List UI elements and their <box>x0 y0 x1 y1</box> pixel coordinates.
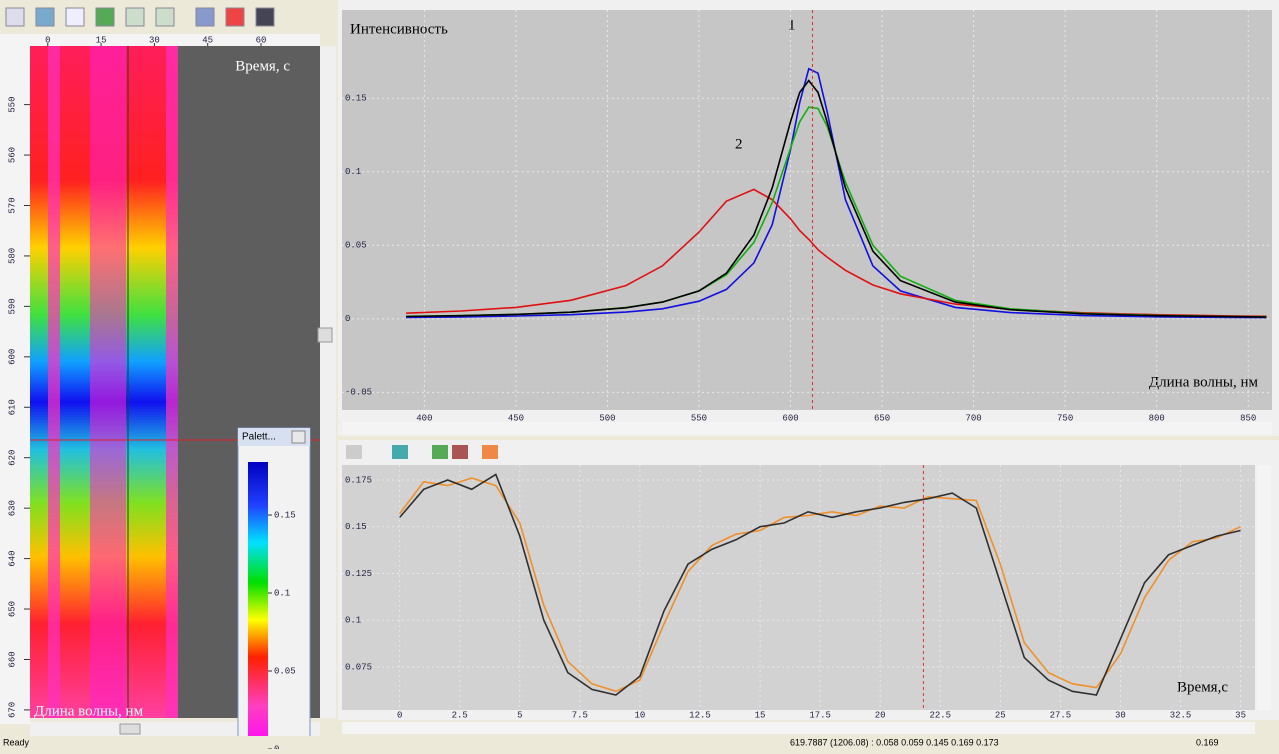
x-tick-label: 500 <box>599 413 615 423</box>
heatmap-x-tick-label: 0 <box>45 35 50 45</box>
scrollbar[interactable] <box>320 46 336 718</box>
y-tick-label: 0.075 <box>345 662 372 672</box>
x-tick-label: 25 <box>995 710 1006 720</box>
scrollbar[interactable] <box>342 422 1272 434</box>
y-tick-label: 0.15 <box>345 94 367 104</box>
y-tick-label: -0.05 <box>345 388 372 398</box>
scrollbar[interactable] <box>342 722 1255 734</box>
scroll-thumb[interactable] <box>317 327 333 343</box>
annotation: 1 <box>788 17 796 33</box>
heatmap-x-label: Время, с <box>235 58 290 74</box>
toolbar-buttons[interactable] <box>5 7 275 27</box>
heatmap-y-tick-label: 630 <box>7 500 17 516</box>
status-state: Ready <box>3 737 30 747</box>
x-tick-label: 850 <box>1240 413 1256 423</box>
heatmap-band <box>48 46 60 718</box>
heatmap-x-tick-label: 45 <box>202 35 213 45</box>
y-tick-label: 0.15 <box>345 522 367 532</box>
plot-area <box>342 465 1255 710</box>
heatmap-band <box>90 46 126 718</box>
y-tick-label: 0.05 <box>345 241 367 251</box>
x-tick-label: 35 <box>1235 710 1246 720</box>
x-axis-label: Время,с <box>1177 679 1228 695</box>
y-axis-label: Интенсивность <box>350 21 448 37</box>
kinetics-toolbar[interactable] <box>346 445 498 459</box>
x-tick-label: 30 <box>1115 710 1126 720</box>
x-tick-label: 32.5 <box>1170 710 1192 720</box>
heatmap-y-tick-label: 610 <box>7 399 17 415</box>
heatmap-y-tick-label: 600 <box>7 349 17 365</box>
x-tick-label: 650 <box>874 413 890 423</box>
heatmap-y-tick-label: 550 <box>7 97 17 113</box>
series-line <box>406 79 1267 318</box>
x-tick-label: 27.5 <box>1050 710 1072 720</box>
heatmap-y-tick-label: 580 <box>7 248 17 264</box>
x-ruler <box>30 34 320 46</box>
palette-title: Palett... <box>242 432 276 443</box>
y-tick-label: 0 <box>345 314 350 324</box>
x-tick-label: 700 <box>965 413 981 423</box>
x-tick-label: 5 <box>517 710 522 720</box>
y-tick-label: 0.125 <box>345 569 372 579</box>
palette-tick-label: 0... <box>274 744 296 749</box>
x-tick-label: 12.5 <box>689 710 711 720</box>
heatmap-y-tick-label: 560 <box>7 147 17 163</box>
x-tick-label: 0 <box>397 710 402 720</box>
y-tick-label: 0.175 <box>345 475 372 485</box>
heatmap-y-tick-label: 670 <box>7 702 17 718</box>
heatmap-y-tick-label: 590 <box>7 298 17 314</box>
x-tick-label: 20 <box>875 710 886 720</box>
x-tick-label: 800 <box>1149 413 1165 423</box>
x-tick-label: 22.5 <box>929 710 951 720</box>
heatmap-x-tick-label: 30 <box>149 35 160 45</box>
heatmap-band <box>166 46 178 718</box>
scrollbar[interactable] <box>1257 465 1271 710</box>
x-tick-label: 750 <box>1057 413 1073 423</box>
x-tick-label: 2.5 <box>452 710 468 720</box>
x-tick-label: 7.5 <box>572 710 588 720</box>
y-tick-label: 0.1 <box>345 616 361 626</box>
x-tick-label: 17.5 <box>809 710 831 720</box>
y-ruler <box>0 34 30 724</box>
close-button[interactable] <box>291 430 306 444</box>
heatmap-y-tick-label: 650 <box>7 601 17 617</box>
x-tick-label: 600 <box>782 413 798 423</box>
heatmap-x-tick-label: 15 <box>96 35 107 45</box>
heatmap-y-tick-label: 620 <box>7 450 17 466</box>
annotation: 2 <box>735 136 743 152</box>
palette-tick-label: 0.05 <box>274 666 296 676</box>
scroll-thumb[interactable] <box>119 723 141 735</box>
heatmap-y-tick-label: 660 <box>7 651 17 667</box>
heatmap-y-tick-label: 570 <box>7 197 17 213</box>
palette-bar <box>248 462 268 749</box>
y-tick-label: 0.1 <box>345 167 361 177</box>
x-tick-label: 550 <box>691 413 707 423</box>
palette-tick-label: 0.15 <box>274 510 296 520</box>
x-axis-label: Длина волны, нм <box>1149 374 1259 390</box>
x-tick-label: 450 <box>508 413 524 423</box>
status-bar <box>0 736 1279 749</box>
heatmap-y-tick-label: 640 <box>7 550 17 566</box>
x-tick-label: 15 <box>755 710 766 720</box>
x-tick-label: 400 <box>416 413 432 423</box>
plot-area <box>342 10 1272 410</box>
heatmap-x-tick-label: 60 <box>256 35 267 45</box>
heatmap-y-label: Длина волны, нм <box>34 703 144 719</box>
series-line <box>399 473 1241 696</box>
status-readout: 619.7887 (1206.08) : 0.058 0.059 0.145 0… <box>790 737 999 747</box>
status-value: 0.169 <box>1196 737 1219 747</box>
x-tick-label: 10 <box>635 710 646 720</box>
series-line <box>399 477 1241 693</box>
palette-tick-label: 0.1 <box>274 588 290 598</box>
